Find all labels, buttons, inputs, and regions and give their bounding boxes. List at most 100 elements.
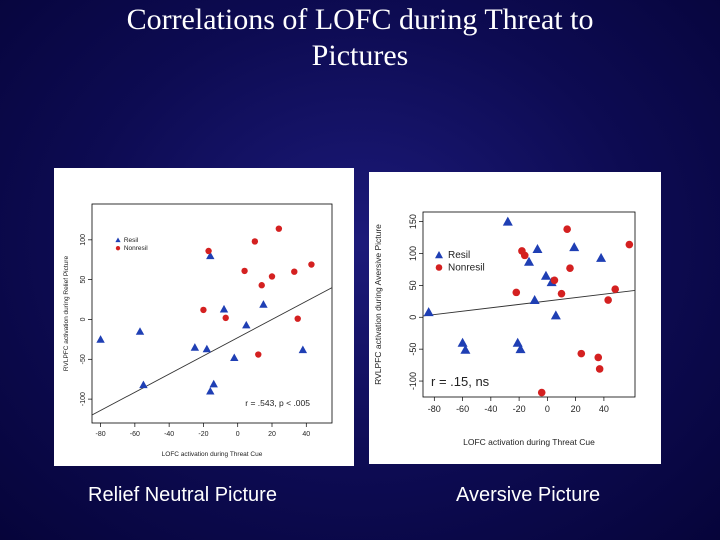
caption-relief: Relief Neutral Picture xyxy=(88,484,277,506)
nonresil-point xyxy=(512,288,521,297)
legend-resil-label: Resil xyxy=(448,250,470,261)
x-tick-label: -80 xyxy=(96,431,106,438)
x-tick-label: -60 xyxy=(456,404,469,414)
legend-resil-marker xyxy=(435,251,443,259)
nonresil-point xyxy=(537,388,546,397)
series-resil xyxy=(423,216,607,354)
x-axis-label: LOFC activation during Threat Cue xyxy=(463,437,595,447)
resil-point xyxy=(190,343,200,351)
plot-group: -80 -60 -40 -20 0 20 40 -100 -50 0 50 100 LOFC activ… xyxy=(63,177,333,458)
nonresil-point xyxy=(520,251,529,260)
y-tick-label: 100 xyxy=(80,234,87,246)
y-axis-label: RVLPFC activation during Relief Picture xyxy=(63,256,70,372)
legend-resil-marker xyxy=(115,237,121,243)
resil-point xyxy=(524,256,534,266)
y-tick-label: 150 xyxy=(408,214,418,229)
series-resil xyxy=(96,251,308,395)
slide-title: Correlations of LOFC during Threat to Pi… xyxy=(60,2,660,74)
resil-point xyxy=(298,345,308,354)
nonresil-point xyxy=(258,282,265,289)
correlation-annotation: r = .543, p < .005 xyxy=(245,398,310,408)
resil-point xyxy=(532,244,543,253)
nonresil-point xyxy=(625,240,634,249)
series-nonresil xyxy=(200,177,330,358)
slide-title-line-1: Correlations of LOFC during Threat to xyxy=(126,3,594,36)
nonresil-point xyxy=(604,296,612,304)
nonresil-point xyxy=(291,268,298,275)
resil-point xyxy=(515,344,526,354)
y-tick-label: -100 xyxy=(408,372,418,390)
y-tick-label: -50 xyxy=(80,354,87,364)
plot-frame xyxy=(422,211,636,398)
scatter-chart-relief: -80 -60 -40 -20 0 20 40 -100 -50 0 50 100 LOFC activ… xyxy=(63,177,333,458)
y-tick-label: 0 xyxy=(408,315,418,320)
resil-point xyxy=(550,310,561,320)
x-tick-label: 0 xyxy=(236,431,240,438)
nonresil-point xyxy=(294,315,301,322)
nonresil-point xyxy=(595,365,604,373)
resil-point xyxy=(596,252,607,262)
x-tick-label: -40 xyxy=(164,431,174,438)
caption-aversive: Aversive Picture xyxy=(456,484,601,506)
y-tick-label: 50 xyxy=(408,280,418,290)
resil-point xyxy=(529,295,540,305)
resil-point xyxy=(202,344,212,353)
x-tick-label: -20 xyxy=(198,431,208,438)
nonresil-point xyxy=(268,273,276,280)
nonresil-point xyxy=(594,353,603,362)
resil-point xyxy=(540,270,551,280)
nonresil-point xyxy=(557,289,566,298)
x-tick-label: 40 xyxy=(599,404,609,414)
resil-point xyxy=(219,304,229,313)
y-axis-label: RVLPFC activation during Aversive Pictur… xyxy=(373,224,383,385)
y-tick-label: -100 xyxy=(80,392,87,406)
resil-point xyxy=(135,327,145,335)
nonresil-point xyxy=(275,225,283,232)
series-nonresil xyxy=(512,225,634,397)
chart-panel-relief: -80 -60 -40 -20 0 20 40 -100 -50 0 50 100 LOFC activ… xyxy=(54,168,354,466)
nonresil-point xyxy=(317,204,319,205)
plot-frame xyxy=(91,203,333,424)
x-tick-label: -40 xyxy=(484,404,497,414)
nonresil-point xyxy=(308,261,315,268)
nonresil-point xyxy=(200,306,207,314)
x-tick-label: 20 xyxy=(268,431,276,438)
resil-point xyxy=(242,320,251,329)
resil-point xyxy=(259,300,268,308)
x-tick-label: 40 xyxy=(302,431,310,438)
scatter-chart-aversive: -80 -60 -40 -20 0 20 40 -100 -50 0 50 100 150 LOFC ac… xyxy=(373,211,636,447)
legend-nonresil-marker xyxy=(435,264,443,271)
nonresil-point xyxy=(550,276,559,285)
resil-point xyxy=(457,337,468,347)
chart-panel-aversive: -80 -60 -40 -20 0 20 40 -100 -50 0 50 100 150 LOFC ac… xyxy=(369,172,661,464)
nonresil-point xyxy=(577,349,586,358)
y-tick-label: 50 xyxy=(80,276,87,284)
nonresil-point xyxy=(566,264,574,272)
x-tick-label: 0 xyxy=(545,404,550,414)
resil-point xyxy=(502,216,513,226)
legend-nonresil-marker xyxy=(115,246,121,251)
resil-point xyxy=(206,251,215,260)
resil-point xyxy=(96,335,105,343)
y-tick-label: -50 xyxy=(408,343,418,356)
nonresil-point xyxy=(222,314,229,322)
x-tick-label: -20 xyxy=(513,404,526,414)
nonresil-point xyxy=(324,177,330,183)
resil-point xyxy=(209,379,218,388)
regression-line xyxy=(423,290,635,317)
x-axis-label: LOFC activation during Threat Cue xyxy=(162,451,263,458)
nonresil-point xyxy=(255,351,262,358)
x-tick-label: 20 xyxy=(571,404,581,414)
slide-title-line-2: Pictures xyxy=(311,39,409,72)
x-tick-label: -60 xyxy=(130,431,140,438)
resil-point xyxy=(512,337,523,347)
legend-resil-label: Resil xyxy=(124,237,139,244)
resil-point xyxy=(423,307,434,317)
nonresil-point xyxy=(611,285,620,293)
regression-line xyxy=(92,287,332,416)
nonresil-point xyxy=(205,247,212,255)
nonresil-point xyxy=(563,225,571,234)
x-tick-label: -80 xyxy=(428,404,441,414)
